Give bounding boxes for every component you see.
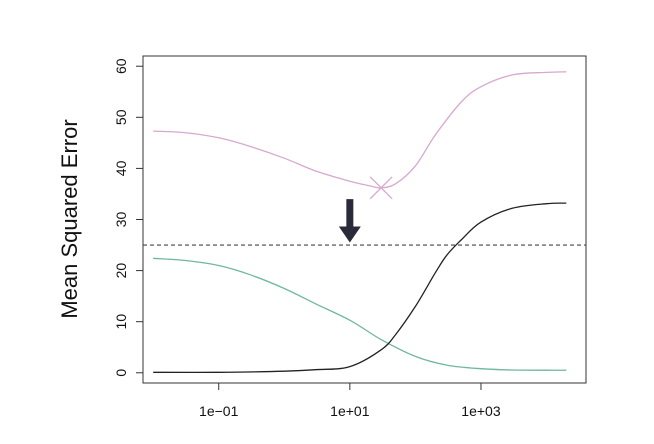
- y-tick-label: 60: [113, 58, 129, 74]
- x-tick-label: 1e+01: [330, 403, 370, 419]
- y-axis-label: Mean Squared Error: [57, 119, 82, 318]
- minimum-marker: [369, 176, 393, 200]
- x-tick-label: 1e+03: [461, 403, 501, 419]
- series-line-3: [153, 202, 567, 373]
- y-tick-label: 20: [113, 263, 129, 279]
- series-layer: [153, 71, 567, 373]
- marker-layer: [369, 176, 393, 200]
- x-tick-label: 1e−01: [199, 403, 239, 419]
- down-arrow-icon: [338, 199, 361, 243]
- series-line-1: [153, 71, 567, 189]
- x-axis: 1e−01 1e+01 1e+03: [199, 382, 501, 419]
- y-tick-label: 50: [113, 109, 129, 125]
- annotation-layer: [338, 199, 361, 243]
- y-tick-label: 40: [113, 160, 129, 176]
- plot-frame: [142, 55, 587, 384]
- y-tick-label: 0: [113, 369, 129, 377]
- y-tick-label: 10: [113, 314, 129, 330]
- y-axis: 0 10 20 30 40 50 60: [113, 58, 144, 377]
- series-line-2: [153, 257, 567, 371]
- y-tick-label: 30: [113, 212, 129, 228]
